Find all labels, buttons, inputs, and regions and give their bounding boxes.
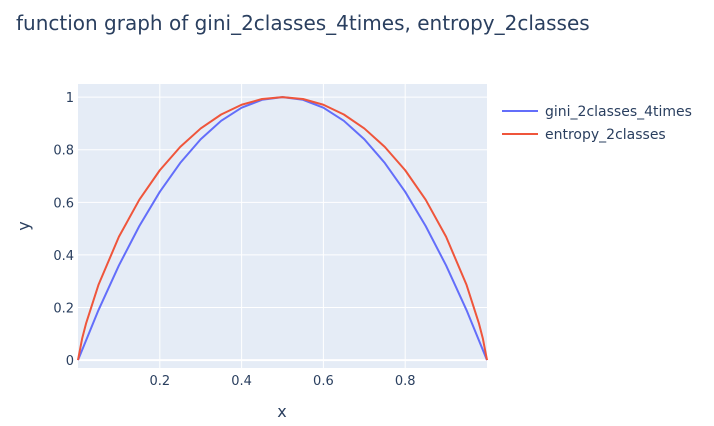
tick-labels: 0.2 0.4 0.6 0.8 0 0.2 0.4 0.6 0.8 1 (53, 91, 415, 389)
data-series (77, 96, 488, 361)
x-tick-label: 0.8 (395, 374, 416, 389)
y-tick-label: 0.4 (53, 249, 74, 264)
y-tick-label: 0.2 (53, 302, 74, 317)
y-tick-label: 1 (66, 91, 74, 106)
legend-label-entropy: entropy_2classes (545, 127, 666, 143)
x-axis-label: x (277, 402, 286, 421)
y-tick-label: 0 (66, 354, 74, 369)
y-tick-label: 0.8 (53, 144, 74, 159)
y-axis-label: y (14, 221, 33, 230)
legend-item-entropy[interactable]: entropy_2classes (502, 127, 666, 143)
plot-area (78, 84, 487, 368)
series-line-entropy (77, 96, 488, 361)
legend: gini_2classes_4times entropy_2classes (502, 104, 692, 143)
x-tick-label: 0.6 (313, 374, 334, 389)
chart-title: function graph of gini_2classes_4times, … (16, 11, 590, 35)
legend-label-gini: gini_2classes_4times (545, 104, 692, 120)
legend-item-gini[interactable]: gini_2classes_4times (502, 104, 692, 120)
x-tick-label: 0.4 (231, 374, 252, 389)
y-tick-label: 0.6 (53, 196, 74, 211)
x-tick-label: 0.2 (149, 374, 170, 389)
